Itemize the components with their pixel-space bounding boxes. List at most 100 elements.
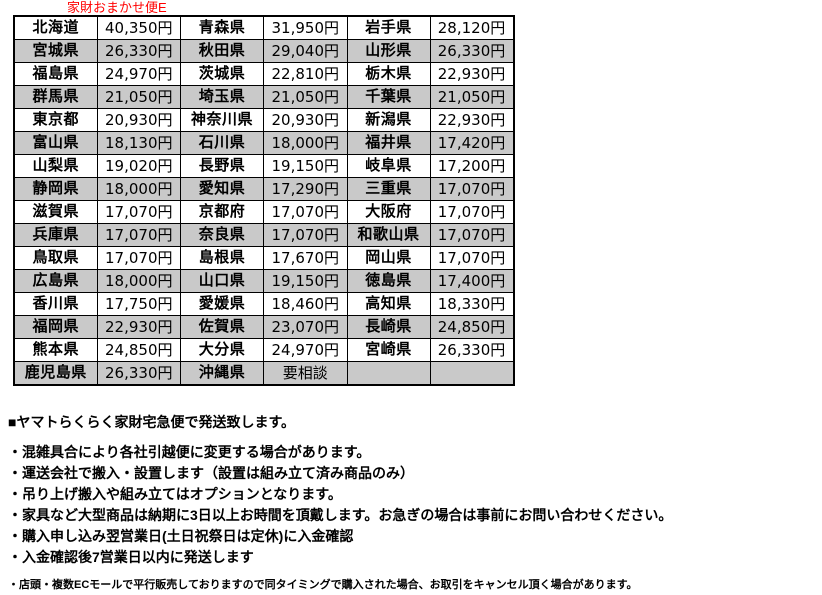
- prefecture-cell: 石川県: [180, 131, 264, 155]
- prefecture-cell: 滋賀県: [13, 200, 98, 224]
- price-cell: 18,330円: [429, 292, 514, 316]
- prefecture-cell: 青森県: [180, 15, 264, 40]
- price-cell: 26,330円: [429, 39, 514, 63]
- price-cell: 17,070円: [429, 223, 514, 247]
- prefecture-cell: 福岡県: [13, 315, 98, 339]
- prefecture-cell: 香川県: [13, 292, 98, 316]
- price-cell: 18,460円: [263, 292, 348, 316]
- prefecture-cell: 長野県: [180, 154, 264, 178]
- prefecture-cell: 愛知県: [180, 177, 264, 201]
- prefecture-cell: 三重県: [346, 177, 431, 201]
- prefecture-cell: 徳島県: [346, 269, 431, 293]
- price-cell: 22,930円: [96, 315, 181, 339]
- price-cell: 17,750円: [96, 292, 181, 316]
- prefecture-cell: [346, 361, 431, 386]
- prefecture-cell: 沖縄県: [180, 361, 264, 386]
- price-cell: 20,930円: [96, 108, 181, 132]
- price-cell: 20,930円: [263, 108, 348, 132]
- notes-list: ・混雑具合により各社引越便に変更する場合があります。・運送会社で搬入・設置します…: [8, 442, 814, 595]
- table-row: 香川県 17,750円 愛媛県 18,460円 高知県 18,330円: [13, 292, 514, 316]
- prefecture-cell: 千葉県: [346, 85, 431, 109]
- prefecture-cell: 岩手県: [346, 15, 431, 40]
- table-row: 福岡県 22,930円 佐賀県 23,070円 長崎県 24,850円: [13, 315, 514, 339]
- prefecture-cell: 和歌山県: [346, 223, 431, 247]
- prefecture-cell: 神奈川県: [180, 108, 264, 132]
- price-cell: 19,020円: [96, 154, 181, 178]
- price-cell: 26,330円: [96, 39, 181, 63]
- table-row: 広島県 18,000円 山口県 19,150円 徳島県 17,400円: [13, 269, 514, 293]
- price-cell: 24,850円: [96, 338, 181, 362]
- table-row: 鳥取県 17,070円 島根県 17,670円 岡山県 17,070円: [13, 246, 514, 270]
- table-row: 山梨県 19,020円 長野県 19,150円 岐阜県 17,200円: [13, 154, 514, 178]
- price-cell: 31,950円: [263, 15, 348, 40]
- table-row: 熊本県 24,850円 大分県 24,970円 宮崎県 26,330円: [13, 338, 514, 362]
- price-cell: 17,070円: [263, 200, 348, 224]
- table-row: 兵庫県 17,070円 奈良県 17,070円 和歌山県 17,070円: [13, 223, 514, 247]
- price-cell: 17,070円: [96, 223, 181, 247]
- price-cell: 17,070円: [429, 177, 514, 201]
- note-item: ・混雑具合により各社引越便に変更する場合があります。: [8, 444, 371, 460]
- price-cell: 26,330円: [429, 338, 514, 362]
- prefecture-cell: 大分県: [180, 338, 264, 362]
- price-cell: 21,050円: [263, 85, 348, 109]
- price-cell: 要相談: [263, 361, 348, 386]
- prefecture-cell: 福島県: [13, 62, 98, 86]
- prefecture-cell: 群馬県: [13, 85, 98, 109]
- price-cell: 23,070円: [263, 315, 348, 339]
- note-item: ・購入申し込み翌営業日(土日祝祭日は定休)に入金確認: [8, 528, 354, 544]
- prefecture-cell: 山梨県: [13, 154, 98, 178]
- shipping-fee-table: 北海道 40,350円 青森県 31,950円 岩手県 28,120円 宮城県 26,330円…: [13, 15, 515, 386]
- prefecture-cell: 東京都: [13, 108, 98, 132]
- prefecture-cell: 島根県: [180, 246, 264, 270]
- prefecture-cell: 奈良県: [180, 223, 264, 247]
- price-cell: 17,420円: [429, 131, 514, 155]
- price-cell: 22,930円: [429, 62, 514, 86]
- price-cell: 17,070円: [96, 200, 181, 224]
- prefecture-cell: 山口県: [180, 269, 264, 293]
- note-item: ・家具など大型商品は納期に3日以上お時間を頂戴します。お急ぎの場合は事前にお問い…: [8, 507, 673, 523]
- prefecture-cell: 宮城県: [13, 39, 98, 63]
- prefecture-cell: 大阪府: [346, 200, 431, 224]
- shipping-notes: ■ヤマトらくらく家財宅急便で発送致します。 ・混雑具合により各社引越便に変更する…: [8, 412, 814, 595]
- prefecture-cell: 鹿児島県: [13, 361, 98, 386]
- prefecture-cell: 秋田県: [180, 39, 264, 63]
- prefecture-cell: 新潟県: [346, 108, 431, 132]
- price-cell: 26,330円: [96, 361, 181, 386]
- price-cell: 21,050円: [96, 85, 181, 109]
- table-row: 鹿児島県 26,330円 沖縄県 要相談: [13, 361, 514, 386]
- note-item: ・運送会社で搬入・設置します（設置は組み立て済み商品のみ）: [8, 465, 414, 481]
- price-cell: 17,070円: [429, 246, 514, 270]
- prefecture-cell: 宮崎県: [346, 338, 431, 362]
- price-cell: 22,810円: [263, 62, 348, 86]
- price-cell: 40,350円: [96, 15, 181, 40]
- table-row: 富山県 18,130円 石川県 18,000円 福井県 17,420円: [13, 131, 514, 155]
- price-cell: 18,000円: [96, 177, 181, 201]
- note-item: ・入金確認後7営業日以内に発送します: [8, 549, 254, 565]
- price-cell: 17,070円: [96, 246, 181, 270]
- prefecture-cell: 佐賀県: [180, 315, 264, 339]
- price-cell: 18,000円: [96, 269, 181, 293]
- prefecture-cell: 京都府: [180, 200, 264, 224]
- table-row: 北海道 40,350円 青森県 31,950円 岩手県 28,120円: [13, 15, 514, 40]
- price-cell: 19,150円: [263, 154, 348, 178]
- notes-heading: ■ヤマトらくらく家財宅急便で発送致します。: [8, 414, 296, 430]
- shipping-fee-table-body: 北海道 40,350円 青森県 31,950円 岩手県 28,120円 宮城県 26,330円…: [13, 15, 514, 386]
- table-row: 滋賀県 17,070円 京都府 17,070円 大阪府 17,070円: [13, 200, 514, 224]
- prefecture-cell: 長崎県: [346, 315, 431, 339]
- table-row: 群馬県 21,050円 埼玉県 21,050円 千葉県 21,050円: [13, 85, 514, 109]
- price-cell: 17,290円: [263, 177, 348, 201]
- price-cell: 18,130円: [96, 131, 181, 155]
- shipping-fee-table-container: 北海道 40,350円 青森県 31,950円 岩手県 28,120円 宮城県 26,330円…: [13, 15, 515, 386]
- prefecture-cell: 福井県: [346, 131, 431, 155]
- price-cell: 29,040円: [263, 39, 348, 63]
- note-item: ・吊り上げ搬入や組み立てはオプションとなります。: [8, 486, 342, 502]
- prefecture-cell: 富山県: [13, 131, 98, 155]
- prefecture-cell: 広島県: [13, 269, 98, 293]
- prefecture-cell: 兵庫県: [13, 223, 98, 247]
- table-row: 静岡県 18,000円 愛知県 17,290円 三重県 17,070円: [13, 177, 514, 201]
- price-cell: 21,050円: [429, 85, 514, 109]
- prefecture-cell: 茨城県: [180, 62, 264, 86]
- prefecture-cell: 岡山県: [346, 246, 431, 270]
- table-row: 東京都 20,930円 神奈川県 20,930円 新潟県 22,930円: [13, 108, 514, 132]
- price-cell: 18,000円: [263, 131, 348, 155]
